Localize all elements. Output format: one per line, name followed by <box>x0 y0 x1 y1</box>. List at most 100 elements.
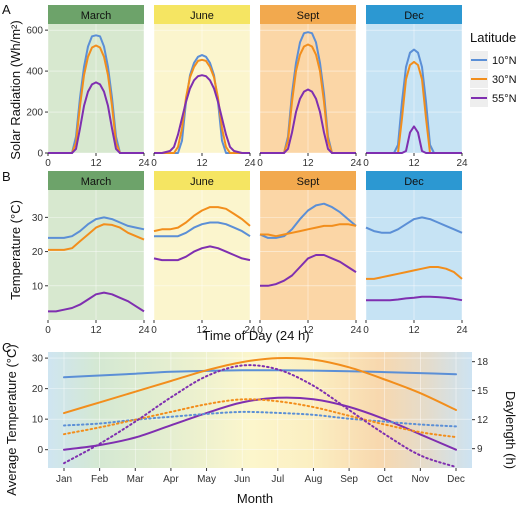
panel-a-x-tick-label: 12 <box>302 158 314 169</box>
panel-c-y2-axis-title: Daylength (h) <box>503 391 518 469</box>
panel-b-y-tick-label: 30 <box>32 213 44 224</box>
panel-c-y2-tick-label: 15 <box>477 386 489 397</box>
panel-a-strip-sept <box>260 5 356 24</box>
panel-c-y-tick-label: 20 <box>32 384 44 395</box>
panel-c-x-tick-label: Sep <box>340 474 358 485</box>
panel-a-strip-june <box>154 5 250 24</box>
panel-c-line-30n-daylength <box>63 398 457 439</box>
panel-c-line-55n-daylength <box>63 364 457 468</box>
legend-key-55n <box>470 89 488 107</box>
panel-c-x-axis-title: Month <box>237 491 273 505</box>
panel-a-june-line-10n <box>154 54 250 154</box>
legend-key-30n <box>470 70 488 88</box>
panel-a-y-axis-title: Solar Radiation (Wh/m²) <box>8 20 23 159</box>
panel-b-x-tick-label: 0 <box>363 325 369 336</box>
panel-b-march-line-55n <box>48 291 145 313</box>
panel-b-strip-label-sept: Sept <box>297 176 320 188</box>
panel-b-sept-line-30n <box>260 223 357 238</box>
panel-a-x-tick-label: 0 <box>151 158 157 169</box>
panel-a-strip-label-sept: Sept <box>297 10 320 22</box>
panel-b-june-line-30n <box>153 206 251 233</box>
panel-b-x-tick-label: 0 <box>257 325 263 336</box>
panel-a-y-tick-label: 600 <box>26 26 43 37</box>
panel-a-x-tick-label: 12 <box>408 158 420 169</box>
panel-b-strip-sept <box>260 171 356 190</box>
panel-c-line-10n-temperature <box>63 369 457 379</box>
panel-c-x-tick-label: Mar <box>127 474 145 485</box>
legend-label-30n: 30°N <box>492 74 517 86</box>
panel-b-y-tick-label: 20 <box>32 247 44 258</box>
panel-letter-c: C <box>2 340 11 355</box>
panel-c-y-tick-label: 10 <box>32 415 44 426</box>
panel-c-x-tick-label: Apr <box>163 474 179 485</box>
panel-b-x-tick-label: 12 <box>302 325 314 336</box>
panel-b-x-tick-label: 24 <box>138 325 150 336</box>
panel-a-x-tick-label: 24 <box>138 158 150 169</box>
panel-b-strip-label-dec: Dec <box>404 176 424 188</box>
panel-c-x-tick-label: Jan <box>56 474 72 485</box>
panel-b-x-axis-title: Time of Day (24 h) <box>202 328 309 343</box>
panel-c-x-tick-label: Aug <box>305 474 323 485</box>
panel-b-x-tick-label: 24 <box>456 325 468 336</box>
panel-a-strip-dec <box>366 5 462 24</box>
panel-c-y-tick-label: 0 <box>37 445 43 456</box>
panel-a-y-tick-label: 400 <box>26 67 43 78</box>
panel-b-strip-march <box>48 171 144 190</box>
panel-b-strip-dec <box>366 171 462 190</box>
panel-a-june-line-55n <box>154 74 250 154</box>
panel-a-march-line-55n <box>48 81 144 154</box>
panel-a-x-tick-label: 0 <box>45 158 51 169</box>
panel-a-x-tick-label: 0 <box>257 158 263 169</box>
panel-a-sept-line-55n <box>260 88 356 154</box>
panel-c-x-tick-label: Jul <box>271 474 284 485</box>
panel-c-x-tick-label: Oct <box>377 474 393 485</box>
panel-letter-a: A <box>2 2 11 17</box>
legend-title: Latitude <box>470 30 516 45</box>
panel-a-x-tick-label: 0 <box>363 158 369 169</box>
panel-b-march-line-10n <box>48 216 145 239</box>
panel-c-plot-bg <box>48 352 472 468</box>
panel-c-y2-tick-label: 18 <box>477 357 489 368</box>
panel-b-dec-line-55n <box>366 295 463 302</box>
panel-c-y-axis-title: Average Temperature (°C) <box>4 344 19 495</box>
panel-c-x-tick-label: Feb <box>91 474 109 485</box>
panel-b-x-tick-label: 0 <box>45 325 51 336</box>
panel-a-y-tick-label: 200 <box>26 108 43 119</box>
panel-b-sept-line-10n <box>259 202 357 239</box>
panel-c-x-tick-label: Nov <box>411 474 429 485</box>
panel-a-x-tick-label: 24 <box>456 158 468 169</box>
panel-b-x-tick-label: 24 <box>350 325 362 336</box>
panel-c-x-tick-label: Jun <box>234 474 250 485</box>
panel-a-strip-label-march: March <box>81 10 112 22</box>
panel-c-x-tick-label: Dec <box>447 474 465 485</box>
panel-b-y-tick-label: 10 <box>32 281 44 292</box>
panel-a-strip-label-june: June <box>190 10 214 22</box>
panel-a-x-tick-label: 24 <box>350 158 362 169</box>
panel-b-june-line-10n <box>154 221 251 238</box>
panel-c-line-30n-temperature <box>63 356 457 415</box>
panel-letter-b: B <box>2 169 11 184</box>
panel-a-x-tick-label: 12 <box>90 158 102 169</box>
panel-b-sept-line-55n <box>260 254 357 287</box>
panel-b-june-line-55n <box>153 245 251 262</box>
panel-b-dec-line-30n <box>366 266 463 280</box>
panel-b-strip-label-june: June <box>190 176 214 188</box>
panel-c-x-tick-label: May <box>197 474 216 485</box>
panel-b-march-line-30n <box>48 223 145 251</box>
legend-key-10n <box>470 51 488 69</box>
legend-label-10n: 10°N <box>492 55 517 67</box>
panel-a-june-line-30n <box>154 58 250 154</box>
panel-a-dec-line-55n <box>366 125 462 154</box>
panel-a-y-tick-label: 0 <box>37 149 43 160</box>
legend-label-55n: 55°N <box>492 93 517 105</box>
panel-c-y-tick-label: 30 <box>32 354 44 365</box>
panel-a-x-tick-label: 24 <box>244 158 256 169</box>
panel-c-y2-tick-label: 12 <box>477 415 489 426</box>
panel-b-x-tick-label: 0 <box>151 325 157 336</box>
panel-a-x-tick-label: 12 <box>196 158 208 169</box>
panel-c-y2-tick-label: 9 <box>477 444 483 455</box>
panel-b-strip-june <box>154 171 250 190</box>
panel-b-x-tick-label: 12 <box>408 325 420 336</box>
panel-a-strip-march <box>48 5 144 24</box>
